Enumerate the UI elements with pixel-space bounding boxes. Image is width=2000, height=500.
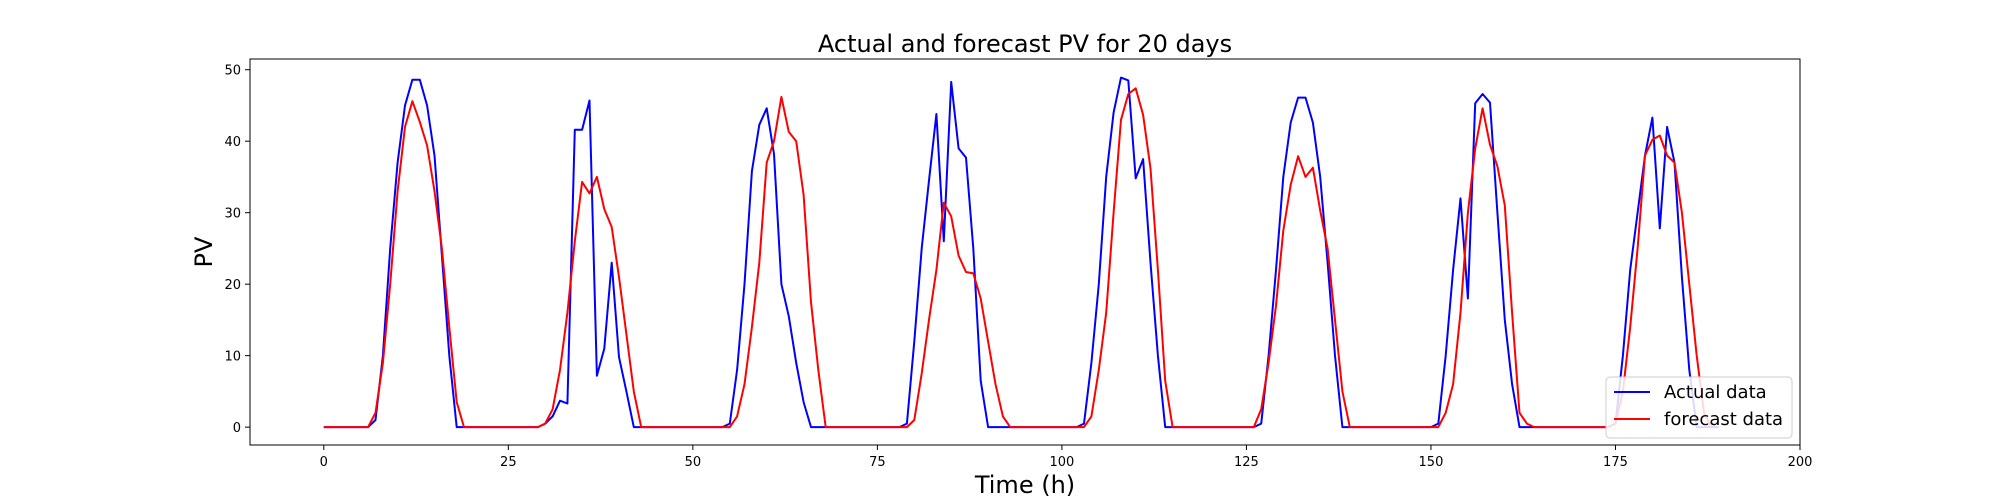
plot-area-frame — [249, 58, 1801, 446]
x-tick-label: 200 — [1788, 455, 1813, 470]
y-tick-label: 10 — [224, 350, 241, 365]
x-axis-ticks: 0 25 50 75 100 125 150 175 200 — [320, 445, 1813, 470]
x-axis-label: Time (h) — [974, 471, 1075, 499]
x-tick-label: 50 — [685, 455, 702, 470]
y-axis-ticks: 0 10 20 30 40 50 — [224, 64, 250, 436]
y-axis-label: PV — [190, 236, 218, 267]
x-tick-label: 0 — [320, 455, 328, 470]
legend-box — [1605, 376, 1793, 439]
legend-label-actual: Actual data — [1664, 382, 1767, 403]
chart-title: Actual and forecast PV for 20 days — [818, 30, 1232, 58]
series-layer — [323, 76, 1719, 429]
legend-label-forecast: forecast data — [1664, 409, 1783, 430]
y-tick-label: 40 — [224, 135, 241, 150]
x-tick-label: 125 — [1234, 455, 1259, 470]
y-tick-label: 0 — [233, 421, 241, 436]
x-tick-label: 150 — [1419, 455, 1444, 470]
x-tick-label: 100 — [1049, 455, 1074, 470]
series-line-actual — [323, 76, 1719, 429]
legend[interactable]: Actual data forecast data — [1605, 376, 1793, 439]
y-tick-label: 20 — [224, 278, 241, 293]
x-tick-label: 25 — [500, 455, 517, 470]
x-tick-label: 175 — [1603, 455, 1628, 470]
y-tick-label: 50 — [224, 64, 241, 79]
x-tick-label: 75 — [869, 455, 886, 470]
y-tick-label: 30 — [224, 207, 241, 222]
series-line-forecast — [323, 87, 1713, 429]
